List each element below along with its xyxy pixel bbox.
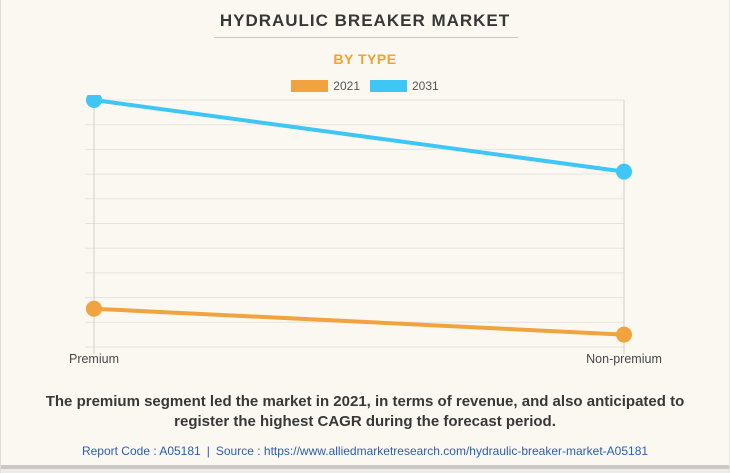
bottom-edge-strip xyxy=(1,469,729,473)
title-underline xyxy=(214,37,518,38)
source-label: Source : xyxy=(215,444,261,458)
data-point-2021-non-premium xyxy=(616,326,632,343)
legend-item-2031[interactable]: 2031 xyxy=(370,79,439,93)
data-point-2031-non-premium xyxy=(616,163,632,180)
line-chart: Premium Non-premium xyxy=(69,95,662,366)
x-axis-label-non-premium: Non-premium xyxy=(586,352,662,366)
bottom-border-strip xyxy=(1,465,729,469)
x-axis-label-premium: Premium xyxy=(69,352,119,366)
source-link[interactable]: https://www.alliedmarketresearch.com/hyd… xyxy=(263,444,649,458)
legend-item-2021[interactable]: 2021 xyxy=(291,79,360,93)
chart-legend: 2021 2031 xyxy=(1,79,729,93)
legend-swatch-2021 xyxy=(291,80,329,92)
data-point-2031-premium xyxy=(86,95,102,108)
legend-label-2031: 2031 xyxy=(412,79,439,93)
footer-separator: | xyxy=(206,444,210,458)
legend-swatch-2031 xyxy=(370,80,407,92)
report-code: Report Code : A05181 xyxy=(81,444,201,458)
report-footer: Report Code : A05181 | Source : https://ww… xyxy=(1,444,729,458)
data-point-2021-premium xyxy=(86,300,102,317)
chart-description: The premium segment led the market in 20… xyxy=(45,393,685,430)
series-line-2021 xyxy=(92,306,626,337)
page-title: HYDRAULIC BREAKER MARKET xyxy=(219,11,511,30)
chart-subtitle: BY TYPE xyxy=(333,51,397,67)
series-line-2031 xyxy=(92,98,626,174)
legend-label-2021: 2021 xyxy=(333,79,360,93)
